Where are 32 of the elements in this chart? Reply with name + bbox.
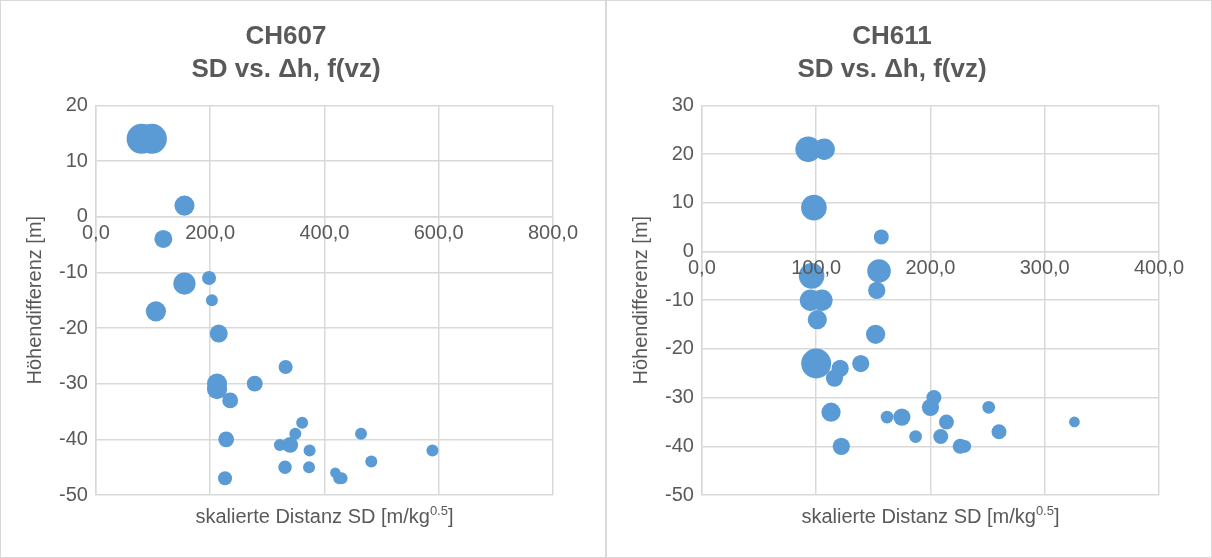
y-tick-label: -40 (665, 433, 694, 456)
x-tick-label: 400,0 (299, 221, 350, 244)
x-tick-label: 0,0 (82, 221, 110, 244)
x-tick-label: 200,0 (185, 221, 236, 244)
x-tick-label: 800,0 (527, 221, 579, 244)
chart-title: CH611 (852, 19, 932, 50)
x-tick-label: 0,0 (688, 256, 716, 279)
y-tick-label: 20 (65, 92, 88, 115)
y-tick-label: 20 (671, 141, 694, 164)
x-tick-label: 300,0 (1019, 256, 1070, 279)
x-axis-title: skalierte Distanz SD [m/kg$^{0.5}$] (800, 503, 1061, 528)
y-tick-label: -30 (665, 385, 694, 408)
y-tick-label: -50 (59, 482, 88, 505)
chart-subtitle: SD vs. Δh, f(vz) (797, 52, 987, 83)
y-tick-label: -50 (665, 482, 694, 505)
y-tick-label: -30 (59, 371, 88, 394)
y-tick-label: -20 (59, 315, 88, 338)
y-tick-label: -10 (59, 259, 88, 282)
y-tick-label: 10 (671, 190, 694, 213)
y-tick-label: -10 (665, 287, 694, 310)
y-tick-label: 10 (65, 148, 88, 171)
x-axis-title: skalierte Distanz SD [m/kg$^{0.5}$] (194, 503, 455, 528)
chart-subtitle: SD vs. Δh, f(vz) (191, 52, 381, 83)
x-tick-label: 200,0 (905, 256, 956, 279)
y-tick-label: -40 (59, 426, 88, 449)
y-axis-title: Höhendifferenz [m] (22, 215, 45, 385)
y-tick-label: 30 (671, 92, 694, 115)
y-axis-title: Höhendifferenz [m] (628, 215, 651, 385)
x-tick-label: 600,0 (413, 221, 464, 244)
y-tick-label: -20 (665, 336, 694, 359)
chart-title: CH607 (245, 19, 327, 50)
x-tick-label: 400,0 (1133, 256, 1185, 279)
